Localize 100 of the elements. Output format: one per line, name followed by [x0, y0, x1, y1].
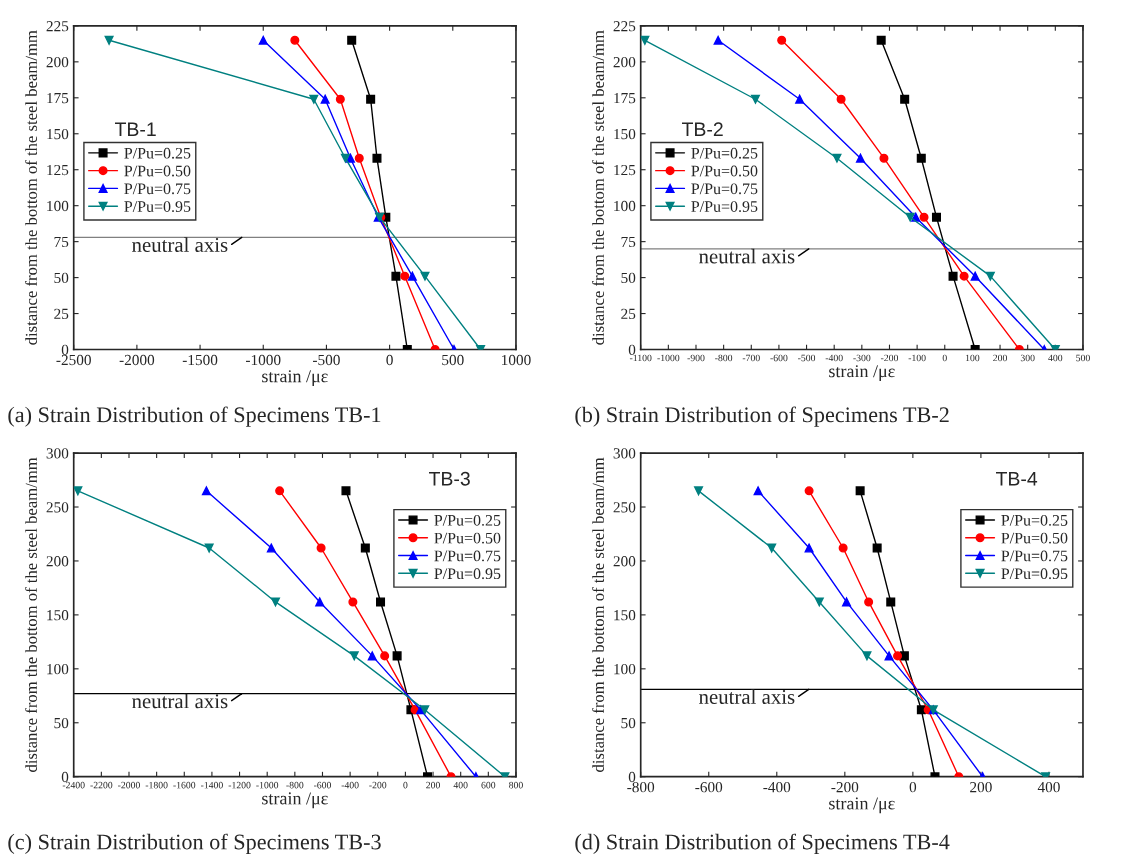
x-tick-label: -2000: [118, 781, 140, 789]
legend-label: P/Pu=0.75: [1001, 550, 1068, 562]
legend-label: P/Pu=0.75: [434, 550, 501, 562]
x-tick-label: 300: [1020, 354, 1035, 362]
y-tick-label: 75: [621, 236, 636, 248]
legend-label: P/Pu=0.25: [691, 147, 758, 159]
y-tick-label: 100: [47, 663, 69, 675]
y-tick-label: 150: [614, 610, 636, 621]
y-tick-label: 225: [613, 21, 636, 32]
legend-label: P/Pu=0.50: [691, 165, 758, 177]
y-axis-title: distance from the bottom of the steel beam/mm: [592, 30, 604, 345]
y-tick-label: 200: [46, 56, 69, 68]
x-tick-label: -900: [687, 354, 705, 362]
legend-label: P/Pu=0.25: [434, 514, 501, 526]
y-tick-label: 100: [614, 200, 636, 212]
y-axis-title: distance from the bottom of the steel beam/mm: [592, 457, 604, 772]
x-axis-title: strain /με: [829, 365, 895, 381]
x-tick-label: -600: [770, 354, 788, 362]
x-tick-label: -400: [825, 354, 843, 362]
x-tick-label: 200: [970, 782, 992, 793]
x-tick-label: -2200: [90, 781, 113, 789]
x-tick-label: -300: [853, 354, 871, 362]
x-tick-label: -1100: [629, 354, 652, 362]
y-tick-label: 50: [621, 717, 636, 729]
x-tick-label: -2400: [62, 781, 85, 789]
annotation: TB-2: [682, 122, 723, 136]
y-tick-label: 200: [613, 56, 636, 68]
legend-label: P/Pu=0.95: [1001, 568, 1068, 580]
y-tick-label: 50: [54, 272, 69, 284]
x-tick-label: 800: [509, 781, 523, 789]
x-tick-label: -500: [798, 354, 816, 362]
x-tick-label: -1200: [228, 781, 251, 789]
ref-line-label: neutral axis: [699, 248, 795, 264]
y-axis-title: distance from the bottom of the steel beam/mm: [25, 457, 37, 772]
legend-label: P/Pu=0.95: [124, 201, 191, 213]
x-tick-label: -2000: [119, 354, 155, 366]
x-tick-label: -700: [742, 354, 760, 362]
x-tick-label: 200: [426, 781, 440, 789]
y-tick-label: 100: [614, 663, 636, 675]
x-tick-label: 500: [442, 354, 464, 366]
y-tick-label: 175: [614, 93, 636, 104]
y-tick-label: 125: [47, 164, 69, 176]
x-tick-label: -600: [695, 782, 723, 793]
x-tick-label: 0: [909, 782, 917, 793]
x-tick-label: -800: [286, 781, 304, 789]
x-tick-label: 0: [403, 781, 408, 789]
x-tick-label: -1000: [246, 354, 281, 366]
y-tick-label: 200: [613, 556, 636, 567]
legend-label: P/Pu=0.50: [124, 165, 191, 177]
ref-line-label: neutral axis: [699, 689, 795, 704]
y-tick-label: 250: [613, 502, 636, 513]
y-tick-label: 75: [54, 236, 69, 248]
x-tick-label: -500: [313, 354, 340, 366]
y-tick-label: 50: [621, 272, 636, 284]
y-tick-label: 200: [46, 556, 69, 567]
legend-label: P/Pu=0.75: [691, 183, 758, 195]
x-tick-label: -1800: [145, 781, 168, 789]
y-tick-label: 0: [628, 344, 636, 355]
ref-line-label: neutral axis: [132, 237, 228, 252]
x-tick-label: -1500: [182, 354, 218, 366]
y-tick-label: 300: [46, 448, 69, 459]
x-tick-label: -200: [880, 354, 899, 362]
legend-label: P/Pu=0.75: [124, 183, 191, 195]
x-axis-title: strain /με: [829, 797, 895, 814]
text: (c) Strain Distribution of Specimens TB-3: [8, 833, 381, 855]
y-axis-title: distance from the bottom of the steel beam/mm: [25, 30, 37, 345]
annotation: TB-3: [429, 471, 470, 486]
x-tick-label: 400: [1048, 354, 1063, 362]
x-tick-label: -1600: [173, 781, 196, 789]
text: (d) Strain Distribution of Specimens TB-4: [575, 833, 950, 855]
x-tick-label: 0: [942, 354, 947, 362]
legend-label: P/Pu=0.95: [434, 568, 501, 580]
x-tick-label: 500: [1076, 354, 1090, 362]
x-tick-label: -400: [341, 781, 359, 789]
text: (b) Strain Distribution of Specimens TB-2: [575, 406, 949, 427]
y-tick-label: 25: [621, 308, 636, 320]
x-tick-label: 400: [1037, 782, 1060, 793]
x-axis-title: strain /με: [262, 792, 328, 809]
legend-label: P/Pu=0.25: [1001, 514, 1068, 526]
x-tick-label: -2500: [56, 354, 91, 366]
x-tick-label: 200: [993, 354, 1007, 362]
annotation: TB-1: [115, 122, 156, 136]
annotation: TB-4: [996, 472, 1038, 486]
x-tick-label: -1400: [200, 781, 223, 789]
x-tick-label: 0: [386, 354, 393, 366]
x-tick-label: -100: [908, 354, 926, 362]
x-tick-label: -600: [313, 781, 332, 789]
x-tick-label: -800: [715, 354, 733, 362]
x-tick-label: -200: [831, 782, 859, 793]
x-tick-label: -400: [763, 782, 791, 793]
x-tick-label: -200: [369, 781, 387, 789]
text: (a) Strain Distribution of Specimens TB-1: [8, 406, 381, 427]
y-tick-label: 150: [614, 128, 636, 140]
y-tick-label: 225: [46, 21, 69, 32]
legend-label: P/Pu=0.50: [434, 532, 501, 544]
y-tick-label: 0: [61, 344, 69, 355]
x-axis-title: strain /με: [262, 370, 328, 386]
x-tick-label: 600: [481, 781, 496, 789]
y-tick-label: 50: [54, 717, 69, 729]
y-tick-label: 150: [47, 128, 69, 140]
